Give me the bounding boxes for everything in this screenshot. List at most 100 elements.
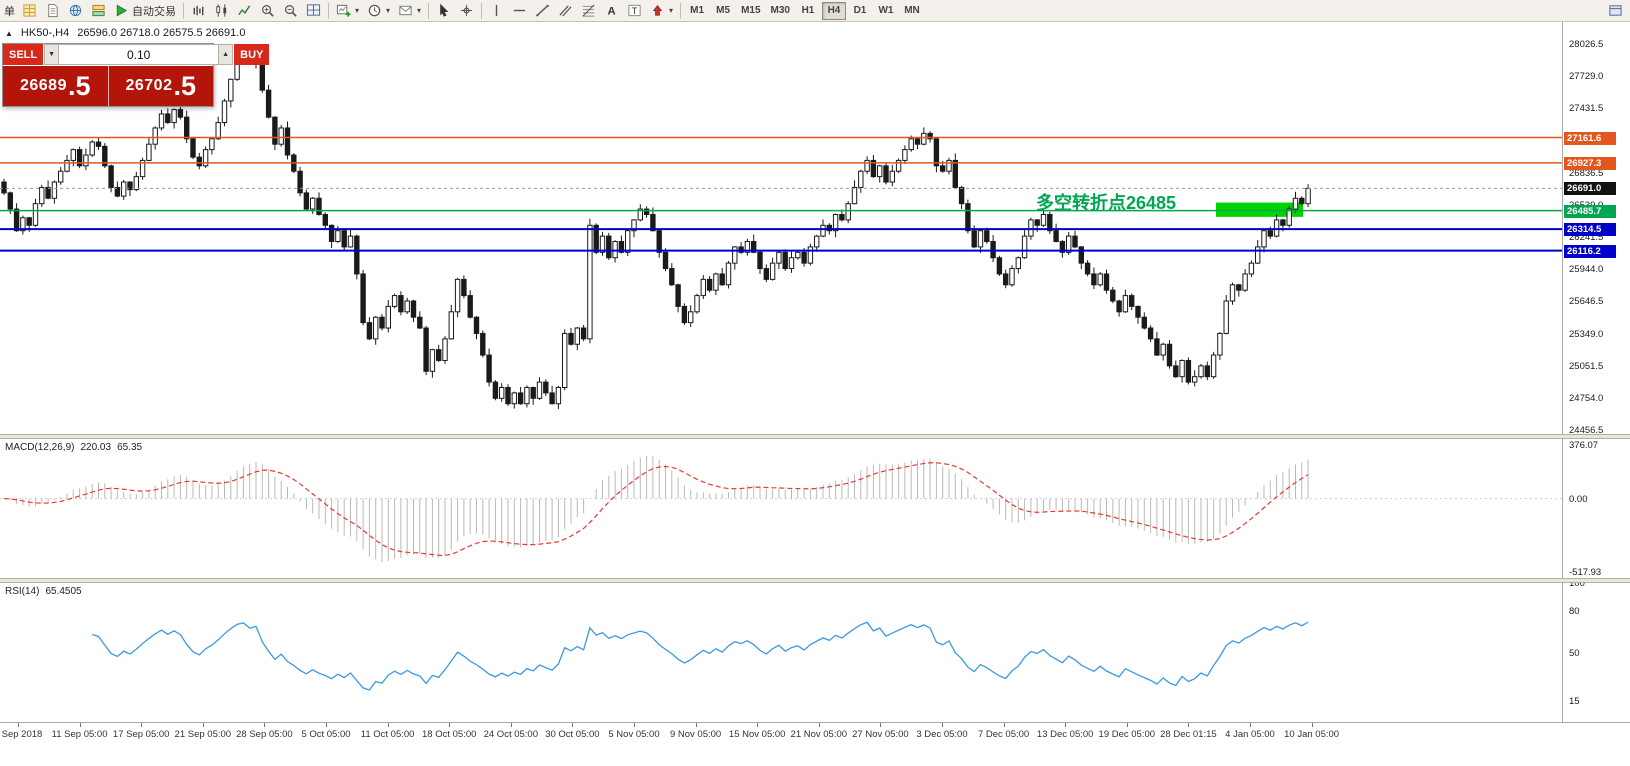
arrow-objects-icon[interactable]: ▾ (646, 1, 677, 21)
candle (347, 235, 354, 248)
candle (1261, 230, 1267, 248)
candle (763, 268, 769, 280)
time-label: 9 Nov 05:00 (669, 729, 722, 740)
sell-button[interactable]: SELL (3, 44, 44, 65)
market-watch-icon[interactable] (18, 1, 41, 21)
support-line-2-label[interactable]: 26116.2 (1564, 244, 1616, 258)
one-click-collapse-icon[interactable]: ▲ (5, 28, 13, 38)
time-tick (326, 723, 327, 727)
text-icon[interactable]: A (600, 1, 623, 21)
candle (908, 138, 914, 151)
candle (631, 219, 637, 232)
line-chart-icon[interactable] (233, 1, 256, 21)
candle (1299, 197, 1305, 205)
auto-trading-button-label: 自动交易 (132, 5, 176, 18)
volume-decrease-button[interactable]: ▼ (44, 44, 60, 65)
candle (83, 154, 89, 167)
timeframe-M5[interactable]: M5 (711, 2, 735, 20)
buy-button[interactable]: BUY (234, 44, 270, 65)
volume-input[interactable] (59, 44, 219, 65)
resistance-line-2-label[interactable]: 26927.3 (1564, 156, 1616, 170)
panel-toggle-icon[interactable] (1604, 1, 1627, 21)
candle (593, 224, 599, 253)
timeframe-W1[interactable]: W1 (874, 2, 898, 20)
toolbar-separator (183, 2, 184, 19)
candle (984, 230, 990, 243)
volume-increase-button[interactable]: ▲ (218, 44, 234, 65)
candle (1166, 343, 1173, 367)
timeframe-D1[interactable]: D1 (848, 2, 872, 20)
time-tick (79, 723, 81, 727)
timeframe-H4[interactable]: H4 (821, 1, 846, 20)
pivot-annotation[interactable]: 多空转折点26485 (1036, 193, 1177, 214)
candle (524, 387, 530, 405)
candle (64, 159, 70, 172)
time-label: 13 Dec 05:00 (1036, 729, 1094, 740)
candle (152, 127, 158, 145)
current-price-line-label[interactable]: 26691.0 (1564, 182, 1616, 196)
text-label-icon[interactable]: T (623, 1, 646, 21)
terminal-icon[interactable] (87, 1, 110, 21)
candle (574, 327, 580, 345)
candle (1192, 376, 1198, 383)
panel-splitter[interactable] (0, 434, 1630, 439)
candle (417, 316, 423, 329)
candle (1223, 300, 1229, 334)
candle (505, 387, 511, 405)
timeframe-H1[interactable]: H1 (796, 2, 820, 20)
candle (354, 235, 360, 275)
fibonacci-icon[interactable] (577, 1, 600, 21)
timeframe-dropdown-icon[interactable]: ▾ (363, 1, 394, 21)
time-label: 11 Sep 05:00 (51, 729, 108, 740)
crosshair-icon[interactable] (455, 1, 478, 21)
timeframe-MN[interactable]: MN (900, 2, 924, 20)
time-tick (818, 723, 820, 727)
candle (807, 246, 814, 264)
rsi-panel[interactable] (0, 583, 1562, 722)
candle (914, 138, 921, 145)
zoom-out-icon[interactable] (279, 1, 302, 21)
time-label: 5 Oct 05:00 (301, 729, 351, 740)
buy-price[interactable]: 26702 .5 (107, 66, 214, 106)
data-window-icon[interactable] (41, 1, 64, 21)
time-axis[interactable]: 5 Sep 2018 11 Sep 05:00 17 Sep 05:00 21 Sep… (0, 722, 1630, 766)
price-axis[interactable]: 28026.527729.027431.527134.026836.526539… (1562, 22, 1630, 722)
candle (1129, 295, 1135, 307)
support-line-1-label[interactable]: 26314.5 (1564, 223, 1616, 237)
trendline-icon[interactable] (531, 1, 554, 21)
candle (89, 141, 95, 156)
resistance-line-1-label[interactable]: 27161.6 (1564, 131, 1616, 145)
candle (461, 278, 467, 297)
main-chart[interactable] (0, 22, 1562, 434)
candle (133, 176, 140, 191)
macd-panel[interactable] (0, 439, 1562, 578)
timeframe-M30[interactable]: M30 (767, 2, 794, 20)
templates-icon[interactable]: ▾ (394, 1, 425, 21)
candle (127, 181, 133, 191)
candle (864, 159, 870, 172)
sell-price[interactable]: 26689 .5 (3, 66, 108, 106)
tile-windows-icon[interactable] (302, 1, 325, 21)
new-order-button[interactable]: 单 (4, 5, 15, 18)
navigator-icon[interactable] (64, 1, 87, 21)
timeframe-M1[interactable]: M1 (685, 2, 709, 20)
candle (1078, 246, 1084, 264)
panel-splitter[interactable] (0, 578, 1630, 583)
price-tick: 25646.5 (1569, 296, 1604, 308)
green-zone-rect[interactable] (1216, 202, 1303, 217)
horizontal-line-icon[interactable] (508, 1, 531, 21)
timeframe-M15[interactable]: M15 (737, 2, 764, 20)
vertical-line-icon[interactable] (485, 1, 508, 21)
candle (543, 381, 549, 394)
new-chart-icon[interactable]: ▾ (332, 1, 363, 21)
candle (202, 149, 209, 167)
auto-trading-button[interactable]: 自动交易 (110, 1, 180, 21)
bar-chart-icon[interactable] (187, 1, 210, 21)
candle (744, 241, 751, 253)
zoom-in-icon[interactable] (256, 1, 279, 21)
candlestick-chart-icon[interactable] (210, 1, 233, 21)
candle (404, 300, 410, 313)
pivot-line-label[interactable]: 26485.7 (1564, 204, 1616, 218)
cursor-icon[interactable] (432, 1, 455, 21)
equidistant-channel-icon[interactable] (554, 1, 577, 21)
